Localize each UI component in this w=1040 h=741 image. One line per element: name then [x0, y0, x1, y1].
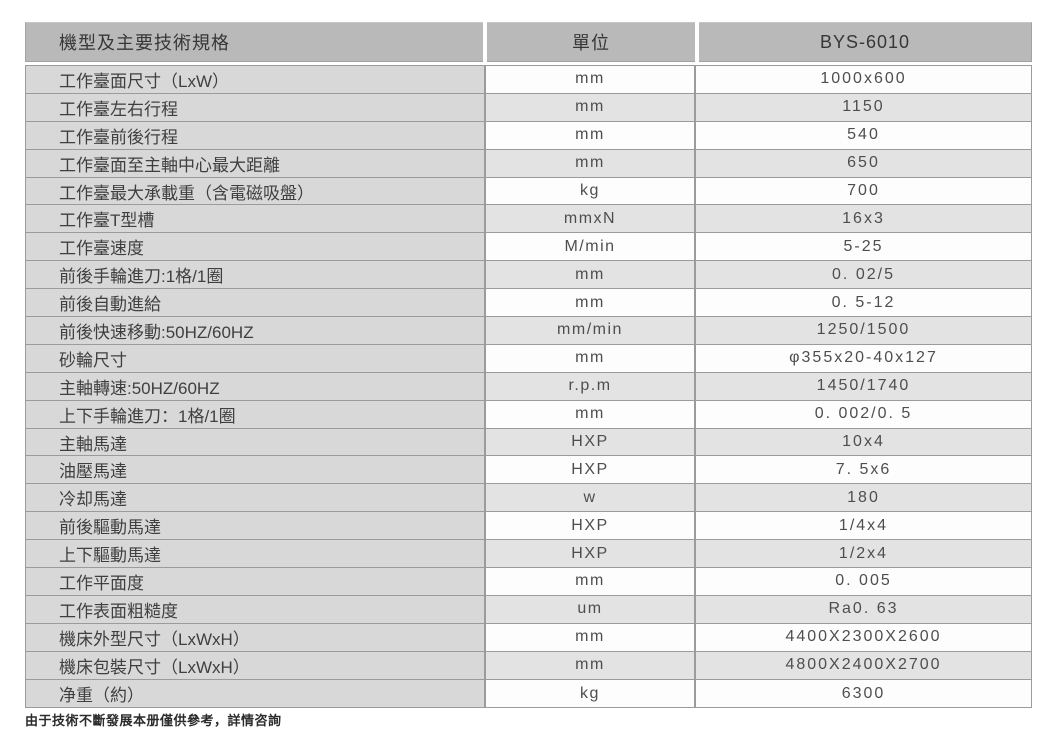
value-cell: 4400X2300X2600	[696, 623, 1031, 651]
spec-cell: 工作臺T型槽	[26, 205, 486, 233]
unit-cell: M/min	[486, 233, 696, 261]
unit-cell: kg	[486, 177, 696, 205]
table-row: 主軸馬達 HXP 10x4	[26, 428, 1031, 457]
spec-table-body: 工作臺面尺寸（LxW） mm 1000x600 工作臺左右行程 mm 1150 …	[25, 65, 1032, 709]
table-row: 净重（約） kg 6300	[26, 679, 1031, 708]
table-row: 工作臺面尺寸（LxW） mm 1000x600	[26, 66, 1031, 94]
value-cell: 1/4x4	[696, 512, 1031, 540]
table-row: 冷却馬達 w 180	[26, 484, 1031, 513]
table-row: 工作平面度 mm 0. 005	[26, 568, 1031, 596]
spec-cell: 工作臺面至主軸中心最大距離	[26, 149, 486, 177]
spec-cell: 前後快速移動:50HZ/60HZ	[26, 317, 486, 344]
value-cell: 1250/1500	[696, 317, 1031, 344]
table-row: 上下手輪進刀：1格/1圈 mm 0. 002/0. 5	[26, 400, 1031, 429]
value-cell: 1000x600	[696, 66, 1031, 93]
unit-cell: HXP	[486, 428, 696, 456]
table-row: 上下驅動馬達 HXP 1/2x4	[26, 540, 1031, 569]
value-cell: 1/2x4	[696, 540, 1031, 568]
spec-cell: 工作臺速度	[26, 233, 486, 261]
spec-cell: 油壓馬達	[26, 456, 486, 484]
table-row: 前後驅動馬達 HXP 1/4x4	[26, 512, 1031, 541]
table-row: 前後快速移動:50HZ/60HZ mm/min 1250/1500	[26, 317, 1031, 345]
header-spec-column: 機型及主要技術規格	[25, 22, 483, 62]
value-cell: 0. 002/0. 5	[696, 400, 1031, 428]
value-cell: φ355x20-40x127	[696, 344, 1031, 372]
value-cell: 0. 005	[696, 568, 1031, 595]
table-row: 前後手輪進刀:1格/1圈 mm 0. 02/5	[26, 261, 1031, 290]
unit-cell: HXP	[486, 540, 696, 568]
value-cell: 700	[696, 177, 1031, 205]
spec-cell: 前後手輪進刀:1格/1圈	[26, 261, 486, 289]
header-model-column: BYS-6010	[699, 22, 1032, 62]
unit-cell: mm	[486, 149, 696, 177]
unit-cell: w	[486, 484, 696, 512]
spec-cell: 工作表面粗糙度	[26, 595, 486, 623]
table-row: 油壓馬達 HXP 7. 5x6	[26, 456, 1031, 485]
spec-cell: 工作平面度	[26, 568, 486, 595]
spec-cell: 主軸馬達	[26, 428, 486, 456]
spec-cell: 上下驅動馬達	[26, 540, 486, 568]
table-row: 工作臺前後行程 mm 540	[26, 121, 1031, 150]
table-row: 工作臺速度 M/min 5-25	[26, 233, 1031, 262]
spec-cell: 主軸轉速:50HZ/60HZ	[26, 372, 486, 400]
footer-note: 由于技術不斷發展本册僅供參考，詳情咨詢	[25, 713, 282, 728]
unit-cell: mm	[486, 400, 696, 428]
spec-cell: 工作臺最大承載重（含電磁吸盤）	[26, 177, 486, 205]
unit-cell: mm	[486, 121, 696, 149]
value-cell: 16x3	[696, 205, 1031, 233]
spec-cell: 工作臺前後行程	[26, 121, 486, 149]
unit-cell: mm	[486, 344, 696, 372]
table-row: 機床包裝尺寸（LxWxH） mm 4800X2400X2700	[26, 651, 1031, 680]
spec-cell: 機床包裝尺寸（LxWxH）	[26, 651, 486, 679]
table-row: 工作臺T型槽 mmxN 16x3	[26, 205, 1031, 234]
spec-cell: 净重（約）	[26, 679, 486, 708]
value-cell: 7. 5x6	[696, 456, 1031, 484]
value-cell: 1150	[696, 93, 1031, 121]
spec-cell: 前後驅動馬達	[26, 512, 486, 540]
unit-cell: mm	[486, 289, 696, 317]
spec-cell: 前後自動進給	[26, 289, 486, 317]
table-row: 工作臺最大承載重（含電磁吸盤） kg 700	[26, 177, 1031, 206]
spec-cell: 工作臺左右行程	[26, 93, 486, 121]
spec-table-header: 機型及主要技術規格 單位 BYS-6010	[25, 22, 1032, 62]
unit-cell: HXP	[486, 456, 696, 484]
table-row: 砂輪尺寸 mm φ355x20-40x127	[26, 344, 1031, 373]
unit-cell: mm	[486, 93, 696, 121]
table-row: 機床外型尺寸（LxWxH） mm 4400X2300X2600	[26, 623, 1031, 652]
spec-cell: 冷却馬達	[26, 484, 486, 512]
spec-cell: 工作臺面尺寸（LxW）	[26, 66, 486, 93]
value-cell: 0. 02/5	[696, 261, 1031, 289]
unit-cell: HXP	[486, 512, 696, 540]
unit-cell: um	[486, 595, 696, 623]
unit-cell: r.p.m	[486, 372, 696, 400]
unit-cell: mm	[486, 651, 696, 679]
value-cell: 5-25	[696, 233, 1031, 261]
table-row: 工作臺面至主軸中心最大距離 mm 650	[26, 149, 1031, 178]
value-cell: 10x4	[696, 428, 1031, 456]
value-cell: 650	[696, 149, 1031, 177]
spec-sheet: 機型及主要技術規格 單位 BYS-6010 工作臺面尺寸（LxW） mm 100…	[25, 22, 1032, 709]
value-cell: 180	[696, 484, 1031, 512]
table-row: 工作表面粗糙度 um Ra0. 63	[26, 595, 1031, 624]
value-cell: 1450/1740	[696, 372, 1031, 400]
unit-cell: mmxN	[486, 205, 696, 233]
spec-cell: 機床外型尺寸（LxWxH）	[26, 623, 486, 651]
unit-cell: mm/min	[486, 317, 696, 344]
value-cell: 6300	[696, 679, 1031, 708]
value-cell: 540	[696, 121, 1031, 149]
value-cell: 0. 5-12	[696, 289, 1031, 317]
value-cell: Ra0. 63	[696, 595, 1031, 623]
spec-cell: 砂輪尺寸	[26, 344, 486, 372]
unit-cell: mm	[486, 261, 696, 289]
value-cell: 4800X2400X2700	[696, 651, 1031, 679]
unit-cell: mm	[486, 568, 696, 595]
table-row: 前後自動進給 mm 0. 5-12	[26, 289, 1031, 318]
unit-cell: mm	[486, 623, 696, 651]
unit-cell: mm	[486, 66, 696, 93]
spec-cell: 上下手輪進刀：1格/1圈	[26, 400, 486, 428]
table-row: 工作臺左右行程 mm 1150	[26, 93, 1031, 122]
table-row: 主軸轉速:50HZ/60HZ r.p.m 1450/1740	[26, 372, 1031, 401]
header-unit-column: 單位	[487, 22, 695, 62]
unit-cell: kg	[486, 679, 696, 708]
